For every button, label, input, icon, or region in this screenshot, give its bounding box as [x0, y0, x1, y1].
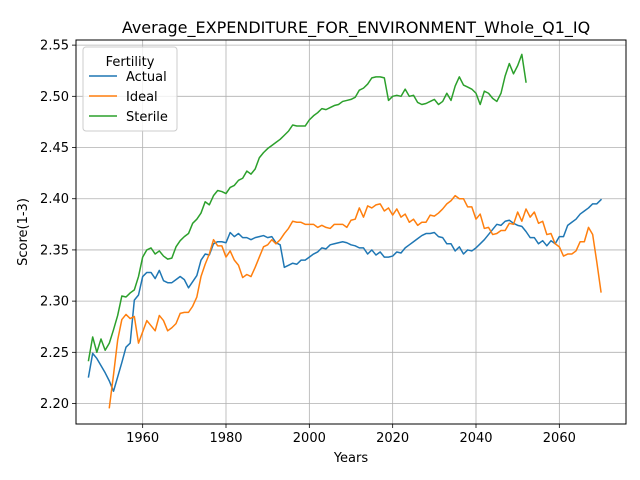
series-line-actual: [87, 198, 603, 392]
plot-frame: [75, 39, 627, 425]
grid: [76, 40, 626, 424]
y-tick-label: 2.40: [40, 192, 69, 207]
y-tick-label: 2.45: [40, 141, 69, 156]
x-axis: 1960 1980 2000 2020 2040 2060: [126, 424, 576, 446]
x-tick-label: 2020: [376, 431, 409, 446]
x-axis-title: Years: [333, 451, 369, 466]
y-axis: 2.20 2.25 2.30 2.35 2.40 2.45 2.50 2.55: [40, 39, 76, 412]
y-tick-label: 2.35: [40, 243, 69, 258]
legend-label-actual: Actual: [126, 70, 167, 85]
series-layer: [87, 53, 603, 409]
x-tick-label: 2000: [293, 431, 326, 446]
series-line-sterile: [87, 53, 527, 362]
legend-label-sterile: Sterile: [126, 110, 168, 125]
x-tick-label: 1960: [126, 431, 159, 446]
y-tick-label: 2.30: [40, 295, 69, 310]
legend-title: Fertility: [106, 55, 155, 70]
y-tick-label: 2.25: [40, 346, 69, 361]
chart-title: Average_EXPENDITURE_FOR_ENVIRONMENT_Whol…: [122, 18, 590, 38]
legend: Fertility Actual Ideal Sterile: [82, 46, 178, 132]
x-tick-label: 1980: [209, 431, 242, 446]
y-tick-label: 2.50: [40, 90, 69, 105]
legend-label-ideal: Ideal: [126, 90, 158, 105]
y-tick-label: 2.20: [40, 397, 69, 412]
x-tick-label: 2040: [459, 431, 492, 446]
y-tick-label: 2.55: [40, 39, 69, 54]
x-tick-label: 2060: [543, 431, 576, 446]
series-line-ideal: [108, 194, 602, 409]
y-axis-title: Score(1-3): [16, 198, 31, 266]
legend-box: [82, 46, 178, 132]
